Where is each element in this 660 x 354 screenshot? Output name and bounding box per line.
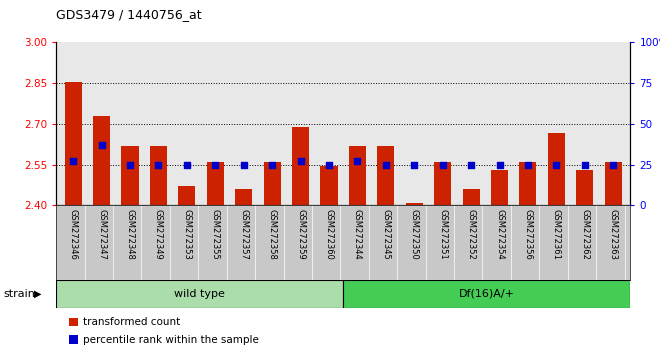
Bar: [434, 162, 451, 205]
Point: [381, 162, 391, 167]
Text: GSM272363: GSM272363: [609, 209, 618, 260]
Text: GSM272353: GSM272353: [182, 209, 191, 260]
Text: GSM272359: GSM272359: [296, 209, 305, 260]
Bar: [321, 166, 337, 205]
Bar: [491, 170, 508, 205]
Point: [323, 162, 334, 167]
Bar: [150, 145, 167, 205]
Bar: [178, 186, 195, 205]
Point: [551, 162, 562, 167]
Point: [96, 142, 107, 148]
Point: [182, 162, 192, 167]
Point: [438, 162, 448, 167]
Bar: [121, 145, 139, 205]
Text: GSM272346: GSM272346: [69, 209, 78, 260]
Bar: [548, 133, 565, 205]
Text: GSM272360: GSM272360: [325, 209, 333, 260]
Point: [409, 162, 420, 167]
Point: [523, 162, 533, 167]
Bar: [93, 116, 110, 205]
Point: [494, 162, 505, 167]
Text: GSM272355: GSM272355: [211, 209, 220, 260]
Text: GSM272348: GSM272348: [125, 209, 135, 260]
Text: GSM272356: GSM272356: [523, 209, 533, 260]
Point: [466, 162, 477, 167]
Text: wild type: wild type: [174, 289, 225, 299]
Point: [267, 162, 277, 167]
Bar: [378, 145, 395, 205]
Text: strain: strain: [3, 289, 35, 299]
Text: GSM272361: GSM272361: [552, 209, 561, 260]
Point: [210, 162, 220, 167]
Text: GSM272352: GSM272352: [467, 209, 476, 260]
Bar: [207, 162, 224, 205]
Text: GSM272351: GSM272351: [438, 209, 447, 260]
Text: GSM272349: GSM272349: [154, 209, 163, 260]
Text: GSM272345: GSM272345: [381, 209, 390, 260]
Bar: [519, 162, 537, 205]
Bar: [406, 202, 423, 205]
Bar: [292, 127, 309, 205]
Text: GSM272362: GSM272362: [580, 209, 589, 260]
Text: GSM272357: GSM272357: [239, 209, 248, 260]
Bar: [56, 280, 343, 308]
Text: percentile rank within the sample: percentile rank within the sample: [83, 335, 259, 345]
Point: [352, 159, 363, 164]
Point: [153, 162, 164, 167]
Text: transformed count: transformed count: [83, 317, 180, 327]
Point: [238, 162, 249, 167]
Bar: [605, 162, 622, 205]
Text: ▶: ▶: [34, 289, 42, 299]
Text: GSM272350: GSM272350: [410, 209, 418, 260]
Text: GSM272358: GSM272358: [268, 209, 277, 260]
Text: GSM272347: GSM272347: [97, 209, 106, 260]
Bar: [65, 82, 82, 205]
Text: GDS3479 / 1440756_at: GDS3479 / 1440756_at: [56, 8, 202, 21]
Point: [295, 159, 306, 164]
Text: Df(16)A/+: Df(16)A/+: [459, 289, 515, 299]
Point: [125, 162, 135, 167]
Point: [579, 162, 590, 167]
Bar: [576, 170, 593, 205]
Text: GSM272354: GSM272354: [495, 209, 504, 260]
Bar: [343, 280, 630, 308]
Bar: [463, 189, 480, 205]
Bar: [349, 145, 366, 205]
Point: [608, 162, 618, 167]
Bar: [263, 162, 280, 205]
Text: GSM272344: GSM272344: [353, 209, 362, 260]
Point: [68, 159, 79, 164]
Bar: [235, 189, 252, 205]
